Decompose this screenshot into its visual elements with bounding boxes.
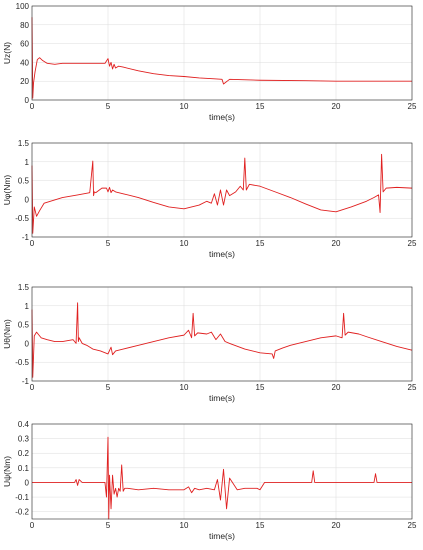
y-tick-label: -0.5 <box>15 214 29 223</box>
y-axis-label: Uφ(Nm) <box>2 175 12 206</box>
x-axis-label: time(s) <box>209 531 235 541</box>
x-tick-label: 15 <box>256 239 265 248</box>
y-tick-label: 40 <box>20 58 29 67</box>
plot-frame <box>31 286 413 382</box>
y-tick-label: 0.3 <box>18 435 30 444</box>
y-axis-label: Uψ(Nm) <box>2 456 12 487</box>
x-tick-label: 10 <box>180 239 189 248</box>
y-tick-label: -0.5 <box>15 358 29 367</box>
y-tick-label: -1 <box>22 377 30 386</box>
x-axis-label: time(s) <box>209 112 235 122</box>
y-tick-label: 20 <box>20 77 29 86</box>
y-tick-label: 1.5 <box>18 283 30 292</box>
x-tick-label: 0 <box>30 102 35 111</box>
y-tick-label: -0.2 <box>15 508 29 517</box>
plot-frame <box>31 142 413 238</box>
series-line <box>31 153 413 234</box>
y-tick-label: 0.5 <box>18 177 30 186</box>
x-tick-label: 15 <box>256 383 265 392</box>
series-line <box>31 17 412 99</box>
x-tick-label: 20 <box>332 239 341 248</box>
y-tick-label: 80 <box>20 21 29 30</box>
x-tick-label: 10 <box>180 102 189 111</box>
x-axis-label: time(s) <box>209 249 235 259</box>
x-tick-label: 0 <box>30 239 35 248</box>
y-tick-label: 0.5 <box>18 321 30 330</box>
panel-3: 0 5 10 15 20 25 -1 -0.5 0 0.5 1 1.5 time(s) Uθ(Nm) <box>2 283 417 403</box>
x-tick-label: 25 <box>408 383 417 392</box>
y-tick-label: 0 <box>25 96 30 105</box>
panel-4: 0 5 10 15 20 25 -0.2 -0.1 0 0.1 0.2 0.3 0.4 time(s) Uψ… <box>2 420 417 541</box>
x-tick-label: 0 <box>30 383 35 392</box>
y-tick-label: 1 <box>25 302 30 311</box>
x-tick-label: 15 <box>256 102 265 111</box>
x-axis-label: time(s) <box>209 393 235 403</box>
y-tick-label: 0.1 <box>18 464 30 473</box>
y-tick-label: 1 <box>25 158 30 167</box>
x-tick-label: 5 <box>106 383 111 392</box>
x-tick-label: 10 <box>180 383 189 392</box>
y-axis-label: Uz(N) <box>2 42 12 64</box>
x-tick-label: 20 <box>332 383 341 392</box>
x-tick-label: 0 <box>30 521 35 530</box>
y-tick-label: 0.2 <box>18 449 30 458</box>
x-tick-label: 20 <box>332 521 341 530</box>
y-tick-label: -1 <box>22 233 30 242</box>
y-tick-label: 0.4 <box>18 420 30 429</box>
x-tick-label: 25 <box>408 239 417 248</box>
x-tick-label: 5 <box>106 102 111 111</box>
y-tick-label: 1.5 <box>18 139 30 148</box>
x-tick-label: 20 <box>332 102 341 111</box>
y-tick-label: 0 <box>25 478 30 487</box>
y-tick-label: 60 <box>20 40 29 49</box>
y-tick-label: 0 <box>25 195 30 204</box>
plot-frame <box>31 423 413 520</box>
panel-2: 0 5 10 15 20 25 -1 -0.5 0 0.5 1 1.5 time(s) Uφ(Nm) <box>2 139 417 259</box>
x-tick-label: 15 <box>256 521 265 530</box>
plot-frame <box>31 5 413 101</box>
series-line <box>31 302 413 378</box>
x-tick-label: 25 <box>408 102 417 111</box>
y-tick-label: -0.1 <box>15 493 29 502</box>
x-tick-label: 5 <box>106 521 111 530</box>
x-tick-label: 5 <box>106 239 111 248</box>
x-tick-label: 10 <box>180 521 189 530</box>
y-tick-label: 0 <box>25 339 30 348</box>
y-axis-label: Uθ(Nm) <box>2 319 12 349</box>
series-line <box>32 436 412 520</box>
x-tick-label: 25 <box>408 521 417 530</box>
y-tick-label: 100 <box>16 2 30 11</box>
panel-1: 0 5 10 15 20 25 0 20 40 60 80 100 time(s) Uz(N) <box>2 2 417 122</box>
